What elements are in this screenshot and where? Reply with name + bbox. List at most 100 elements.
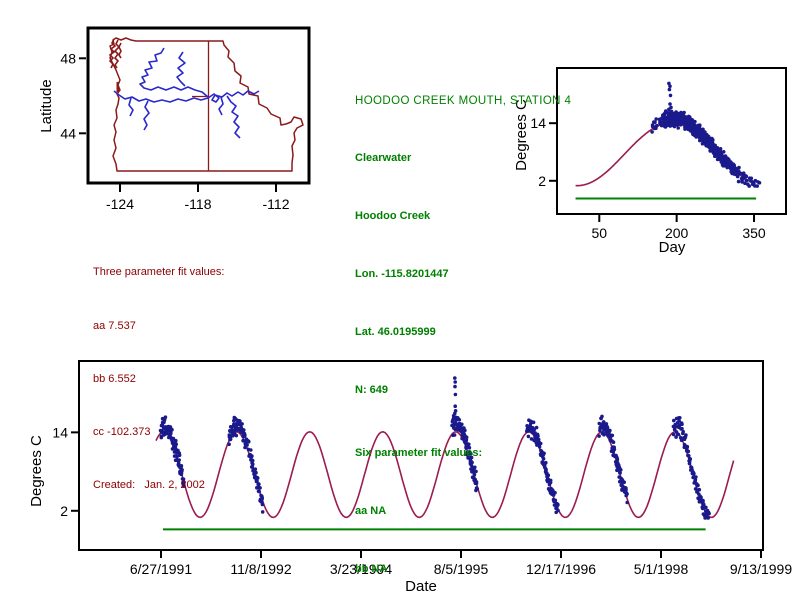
data-point <box>709 140 713 145</box>
data-point <box>680 426 684 431</box>
data-point <box>685 118 689 123</box>
data-point <box>231 424 236 429</box>
data-point <box>698 123 702 127</box>
plot-frame <box>78 360 764 551</box>
data-point <box>163 415 168 420</box>
data-point <box>243 445 247 450</box>
data-point <box>668 93 673 98</box>
data-point <box>260 497 264 501</box>
data-point <box>534 425 539 430</box>
data-point <box>606 433 610 438</box>
data-point <box>464 435 469 440</box>
data-point <box>257 482 261 487</box>
data-point <box>467 446 472 450</box>
data-point <box>691 472 696 477</box>
data-point <box>542 451 546 456</box>
data-point <box>470 460 474 465</box>
data-point <box>257 489 262 494</box>
data-point <box>729 160 733 164</box>
data-point <box>541 457 546 461</box>
data-point <box>600 414 604 419</box>
scatter-points <box>158 376 711 520</box>
data-point <box>707 511 711 516</box>
data-point <box>625 500 629 505</box>
scatter-points <box>650 81 762 188</box>
data-point <box>258 486 262 490</box>
data-point <box>249 448 253 452</box>
data-point <box>177 458 181 462</box>
data-point <box>260 502 265 507</box>
coast-inlet <box>116 82 119 92</box>
data-point <box>243 433 247 438</box>
data-point <box>255 476 260 480</box>
data-point <box>684 433 688 437</box>
data-point <box>706 516 710 520</box>
x-tick-label: 6/27/1991 <box>130 561 192 577</box>
y-axis-label: Degrees C <box>513 99 530 171</box>
data-point <box>624 487 628 492</box>
data-point <box>474 481 479 486</box>
data-point <box>453 392 458 397</box>
data-point <box>542 465 547 469</box>
data-point <box>546 473 551 478</box>
data-point <box>177 453 182 458</box>
sinusoid-fit-curve <box>575 122 756 187</box>
state-outline <box>109 37 304 172</box>
data-point <box>168 425 173 429</box>
data-point <box>471 470 475 474</box>
data-point <box>601 420 606 424</box>
river-line <box>226 95 241 139</box>
station-info-line: N: 649 <box>355 384 389 397</box>
plot-frame <box>556 67 787 215</box>
data-point <box>473 465 477 470</box>
data-point <box>245 443 249 447</box>
data-point <box>730 166 735 171</box>
x-tick-label: 11/8/1992 <box>230 561 291 577</box>
data-point <box>685 444 690 449</box>
data-point <box>553 490 557 495</box>
data-point <box>687 454 691 458</box>
data-point <box>670 115 674 120</box>
data-point <box>705 138 709 143</box>
data-point <box>673 427 677 431</box>
data-point <box>690 122 694 126</box>
data-point <box>704 505 708 510</box>
data-point <box>544 467 548 472</box>
x-tick-label: -118 <box>185 196 212 212</box>
x-tick-label: 9/13/1999 <box>730 561 792 577</box>
created-date: Created: Jan. 2, 2002 <box>93 478 205 491</box>
puget-sound-shoreline <box>108 38 117 69</box>
data-point <box>242 428 246 432</box>
data-point <box>650 130 654 134</box>
three-param-value: bb 6.552 <box>93 372 136 385</box>
station-info-line: Lon. -115.8201447 <box>355 268 449 281</box>
data-point <box>713 148 718 153</box>
data-point <box>253 467 258 472</box>
data-point <box>667 87 672 92</box>
data-point <box>474 486 479 490</box>
x-axis-label: Day <box>659 239 686 256</box>
data-point <box>174 442 178 447</box>
map-geometry <box>108 37 304 172</box>
station-info-block: HOODOO CREEK MOUTH, STATION 4 Clearwater… <box>355 53 571 611</box>
data-point <box>464 439 468 443</box>
data-point <box>553 498 558 503</box>
data-point <box>467 442 471 447</box>
river-line <box>139 47 209 98</box>
data-point <box>676 114 680 118</box>
data-point <box>693 478 698 482</box>
data-point <box>669 118 673 123</box>
data-point <box>466 456 470 460</box>
data-point <box>529 437 534 441</box>
data-point <box>472 472 477 477</box>
puget-sound-shoreline <box>118 42 122 59</box>
data-point <box>672 418 676 423</box>
data-point <box>171 436 176 441</box>
data-point <box>741 177 745 181</box>
data-point <box>453 411 457 416</box>
data-point <box>681 431 685 436</box>
data-point <box>680 422 684 427</box>
data-point <box>672 124 677 129</box>
y-axis-label: Latitude <box>38 79 55 132</box>
data-point <box>671 432 676 437</box>
